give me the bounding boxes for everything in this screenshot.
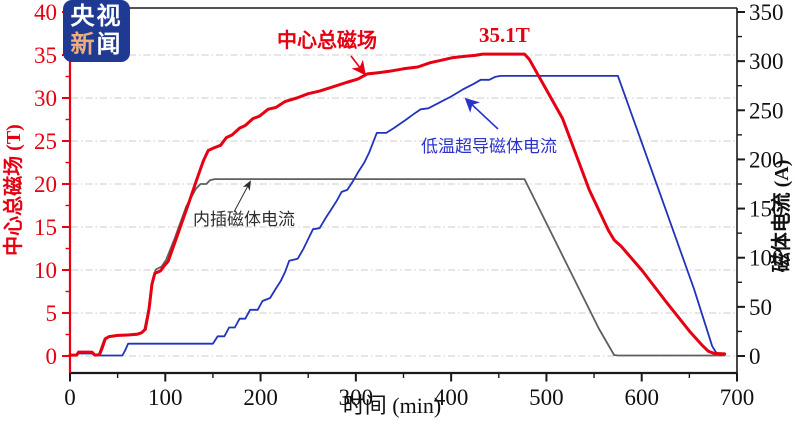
- insert-magnet-current-line: [69, 178, 726, 357]
- cctv-news-logo: 央视 新闻: [63, 0, 130, 62]
- x-tick-label-100: 100: [148, 385, 183, 410]
- logo-line1: 央视: [70, 3, 123, 31]
- yleft-tick-label-20: 20: [34, 172, 57, 197]
- left-axis-title: 中心总磁场 (T): [3, 124, 25, 256]
- sc-current-curve-label: 低温超导磁体电流: [421, 137, 557, 156]
- yleft-tick-label-35: 35: [34, 43, 57, 68]
- x-tick-label-700: 700: [720, 385, 755, 410]
- yright-tick-label-200: 200: [749, 147, 784, 172]
- yleft-tick-label-25: 25: [34, 129, 57, 154]
- yleft-tick-label-10: 10: [34, 258, 57, 283]
- yleft-tick-label-15: 15: [34, 215, 57, 240]
- sc-label-arrow: [464, 97, 499, 130]
- yleft-tick-label-5: 5: [46, 301, 58, 326]
- logo-line2-first-char: 新: [70, 31, 97, 58]
- right-axis-title: 磁体电流 (A): [771, 159, 793, 273]
- peak-value-label: 35.1T: [479, 23, 530, 47]
- yright-tick-label-50: 50: [749, 295, 772, 320]
- insert-current-curve-label: 内插磁体电流: [193, 210, 295, 229]
- logo-line2: 新闻: [71, 31, 123, 59]
- field-curve-label: 中心总磁场: [277, 30, 377, 52]
- yright-tick-label-100: 100: [749, 246, 784, 271]
- yright-tick-label-350: 350: [749, 0, 784, 25]
- yright-tick-label-0: 0: [749, 344, 761, 369]
- data-series: [68, 52, 727, 357]
- x-tick-label-400: 400: [434, 385, 469, 410]
- yright-tick-label-150: 150: [749, 197, 784, 222]
- x-tick-label-0: 0: [64, 385, 76, 410]
- x-tick-label-600: 600: [624, 385, 659, 410]
- logo-line2-rest: 闻: [96, 31, 123, 58]
- yleft-tick-label-0: 0: [46, 344, 58, 369]
- insert-label-arrow: [233, 180, 251, 213]
- plot-frame: [68, 7, 738, 375]
- x-tick-label-300: 300: [339, 385, 374, 410]
- annotation-arrows: [233, 55, 499, 213]
- field-label-arrow: [350, 55, 366, 76]
- central-field-line: [68, 52, 727, 357]
- yleft-tick-label-40: 40: [34, 0, 57, 25]
- yright-tick-label-250: 250: [749, 98, 784, 123]
- axis-tick-labels: 0 100 200 300 400 500 600 700051015202530354005…: [34, 0, 784, 410]
- gridlines: [71, 54, 736, 357]
- x-tick-label-500: 500: [529, 385, 564, 410]
- yright-tick-label-300: 300: [749, 49, 784, 74]
- x-tick-label-200: 200: [243, 385, 278, 410]
- yleft-tick-label-30: 30: [34, 86, 57, 111]
- x-axis-title: 时间 (min): [342, 393, 442, 418]
- sc-magnet-current-line: [69, 75, 723, 357]
